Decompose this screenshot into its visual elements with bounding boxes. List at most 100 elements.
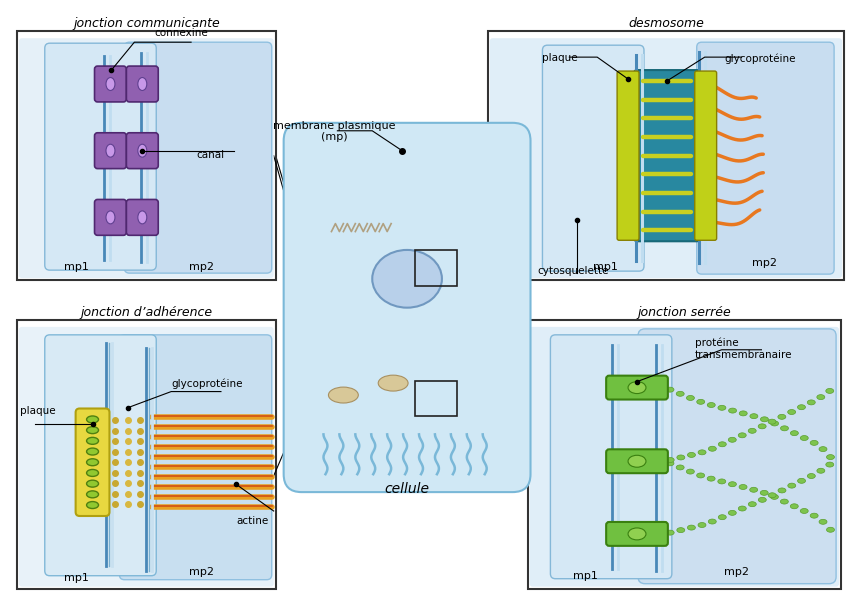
Ellipse shape	[797, 405, 806, 410]
FancyBboxPatch shape	[45, 335, 156, 576]
Ellipse shape	[801, 436, 808, 440]
Ellipse shape	[666, 387, 674, 392]
Ellipse shape	[707, 476, 715, 481]
Text: plaque: plaque	[542, 53, 578, 63]
FancyBboxPatch shape	[94, 199, 127, 235]
Ellipse shape	[718, 406, 726, 410]
Ellipse shape	[788, 483, 796, 488]
Ellipse shape	[770, 494, 779, 499]
Ellipse shape	[87, 448, 99, 455]
Text: cellule: cellule	[384, 482, 429, 496]
Ellipse shape	[780, 426, 789, 431]
Ellipse shape	[87, 480, 99, 487]
Ellipse shape	[739, 485, 747, 490]
Ellipse shape	[688, 452, 695, 457]
Text: membrane plasmique
(mp): membrane plasmique (mp)	[273, 121, 395, 142]
Ellipse shape	[718, 442, 726, 447]
Text: jonction d’adhérence: jonction d’adhérence	[80, 306, 212, 319]
Bar	[415, 250, 456, 286]
Text: glycoprotéine: glycoprotéine	[171, 379, 243, 389]
Ellipse shape	[780, 499, 788, 504]
Ellipse shape	[739, 506, 746, 511]
FancyBboxPatch shape	[284, 123, 530, 492]
Text: mp1: mp1	[65, 262, 89, 272]
Bar	[528, 320, 841, 589]
Text: mp2: mp2	[752, 258, 777, 268]
Ellipse shape	[748, 502, 756, 506]
Ellipse shape	[750, 413, 758, 419]
Ellipse shape	[826, 462, 834, 467]
Ellipse shape	[698, 450, 706, 455]
Text: mp2: mp2	[724, 567, 749, 577]
Ellipse shape	[378, 375, 408, 391]
Ellipse shape	[666, 457, 674, 463]
Text: jonction serrée: jonction serrée	[637, 306, 731, 319]
FancyBboxPatch shape	[127, 199, 158, 235]
FancyBboxPatch shape	[606, 522, 668, 546]
Ellipse shape	[819, 520, 827, 524]
Ellipse shape	[87, 459, 99, 466]
Text: connexine: connexine	[154, 28, 208, 38]
FancyBboxPatch shape	[542, 45, 644, 271]
Ellipse shape	[328, 387, 359, 403]
FancyBboxPatch shape	[110, 77, 142, 91]
Ellipse shape	[138, 77, 147, 91]
Ellipse shape	[688, 525, 695, 530]
FancyBboxPatch shape	[76, 409, 110, 516]
Ellipse shape	[628, 455, 646, 467]
Ellipse shape	[810, 513, 819, 518]
FancyBboxPatch shape	[551, 335, 672, 579]
FancyBboxPatch shape	[45, 43, 156, 270]
Text: glycoprotéine: glycoprotéine	[724, 53, 796, 64]
Text: protéine
transmembranaire: protéine transmembranaire	[694, 338, 792, 360]
Ellipse shape	[748, 428, 756, 433]
Ellipse shape	[677, 465, 684, 470]
Ellipse shape	[717, 479, 726, 484]
Ellipse shape	[788, 410, 796, 415]
Ellipse shape	[817, 395, 824, 400]
Ellipse shape	[87, 416, 99, 423]
FancyBboxPatch shape	[94, 66, 127, 102]
Ellipse shape	[106, 211, 115, 224]
Ellipse shape	[106, 144, 115, 157]
Text: plaque: plaque	[20, 406, 55, 416]
Ellipse shape	[808, 400, 815, 405]
FancyBboxPatch shape	[490, 38, 842, 278]
Ellipse shape	[87, 469, 99, 476]
FancyBboxPatch shape	[110, 144, 142, 158]
Ellipse shape	[138, 144, 147, 157]
Ellipse shape	[628, 528, 646, 540]
Bar	[17, 320, 275, 589]
Ellipse shape	[728, 511, 736, 515]
Ellipse shape	[687, 469, 694, 474]
Text: mp2: mp2	[189, 262, 213, 272]
Ellipse shape	[790, 504, 798, 509]
Text: mp1: mp1	[65, 573, 89, 583]
Ellipse shape	[768, 419, 776, 424]
Ellipse shape	[800, 508, 808, 514]
Ellipse shape	[708, 446, 717, 451]
FancyBboxPatch shape	[634, 70, 700, 241]
Ellipse shape	[372, 250, 442, 308]
FancyBboxPatch shape	[127, 66, 158, 102]
Ellipse shape	[677, 527, 685, 533]
Ellipse shape	[697, 473, 705, 478]
Bar	[415, 380, 456, 416]
Ellipse shape	[768, 493, 776, 498]
Ellipse shape	[758, 497, 767, 502]
Ellipse shape	[758, 424, 766, 429]
Text: mp2: mp2	[189, 567, 213, 577]
Ellipse shape	[826, 527, 835, 532]
Ellipse shape	[708, 519, 717, 524]
Ellipse shape	[687, 395, 694, 400]
Ellipse shape	[677, 455, 685, 460]
Ellipse shape	[87, 502, 99, 509]
Ellipse shape	[790, 431, 798, 436]
Text: cytosquelette: cytosquelette	[537, 266, 609, 276]
FancyBboxPatch shape	[19, 38, 274, 278]
FancyBboxPatch shape	[110, 211, 142, 224]
Ellipse shape	[666, 461, 674, 466]
Ellipse shape	[761, 417, 768, 422]
Ellipse shape	[819, 446, 827, 452]
Text: mp1: mp1	[592, 262, 618, 272]
